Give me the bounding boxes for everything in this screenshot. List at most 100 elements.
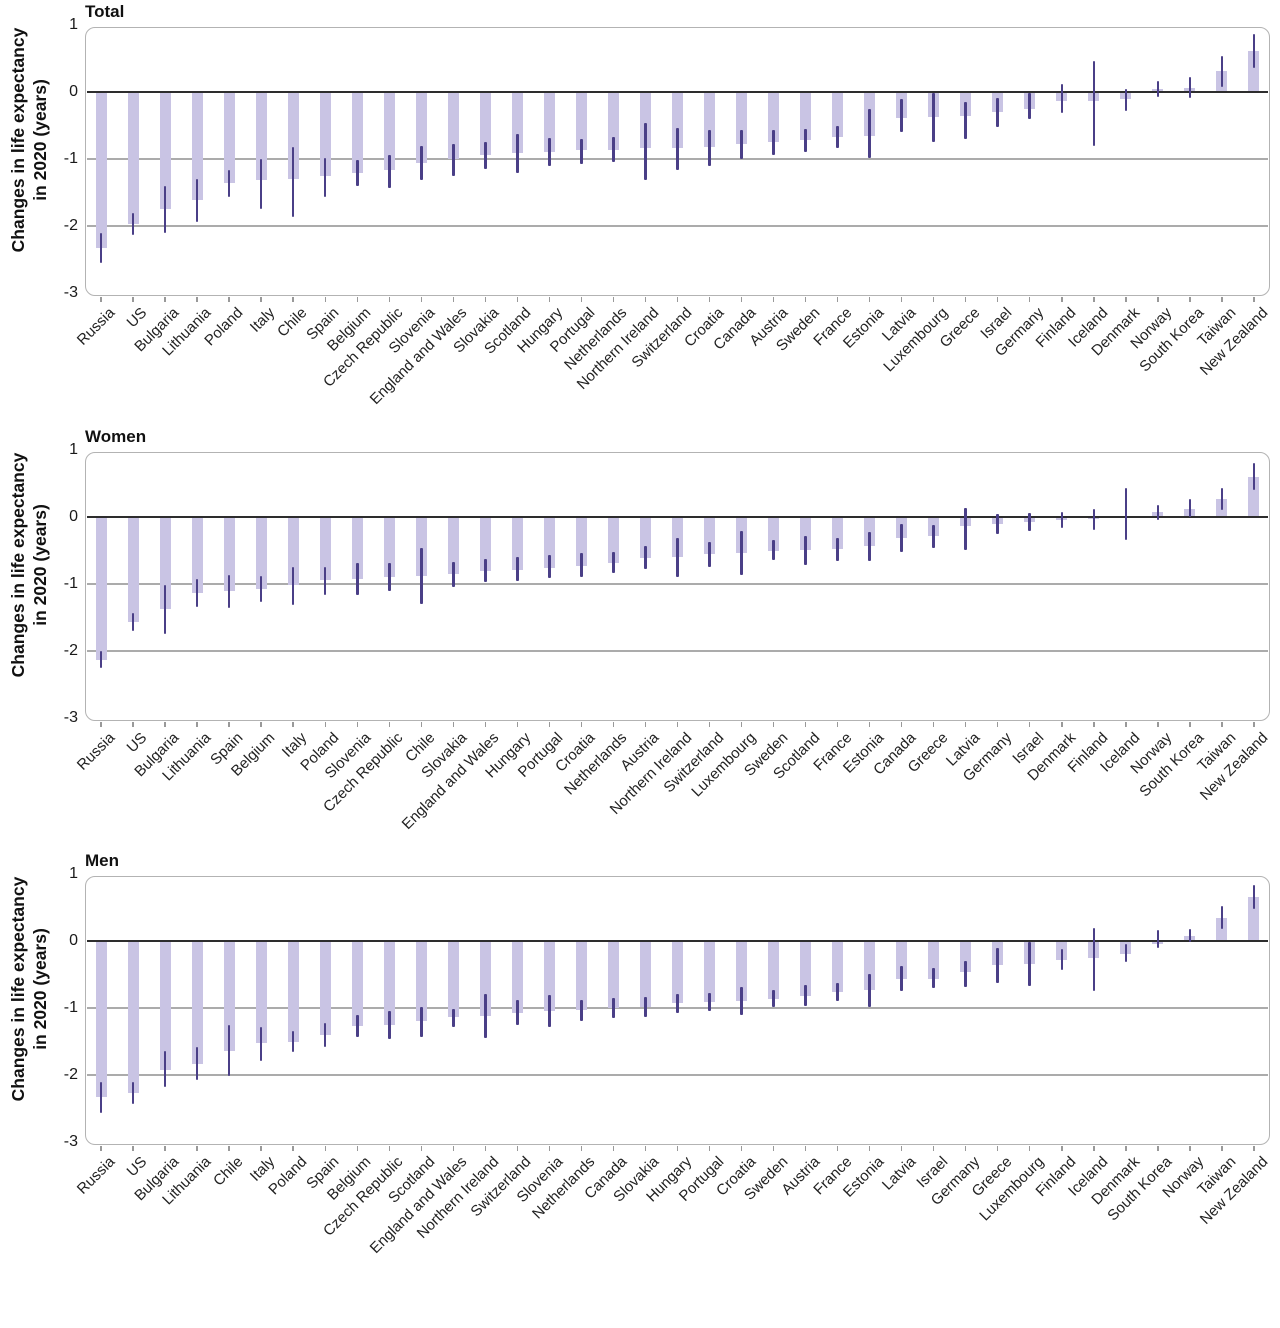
x-tick bbox=[196, 722, 198, 727]
x-tick bbox=[324, 1146, 326, 1151]
bar-new-zealand bbox=[1248, 476, 1260, 517]
bar-belgium bbox=[255, 517, 267, 589]
bar-us bbox=[127, 517, 139, 622]
x-tick bbox=[933, 722, 935, 727]
error-bar bbox=[1188, 498, 1192, 517]
x-tick bbox=[292, 722, 294, 727]
error-bar bbox=[740, 129, 743, 159]
error-bar bbox=[355, 563, 359, 596]
x-tick bbox=[164, 297, 166, 302]
error-bar bbox=[548, 554, 551, 578]
x-tick bbox=[1125, 1146, 1127, 1151]
error-bar bbox=[323, 1023, 327, 1047]
x-tick bbox=[868, 722, 871, 727]
error-bar bbox=[163, 1050, 167, 1088]
bar-northern-ireland bbox=[639, 92, 651, 149]
error-bar bbox=[1092, 60, 1096, 146]
x-tick bbox=[580, 297, 583, 302]
bar-bulgaria bbox=[159, 92, 171, 209]
bar-netherlands bbox=[607, 92, 619, 150]
error-bar bbox=[548, 137, 551, 166]
bar-croatia bbox=[704, 92, 716, 147]
error-bar bbox=[163, 185, 167, 234]
x-tick bbox=[356, 722, 358, 727]
error-bar bbox=[419, 145, 423, 181]
bar-estonia bbox=[864, 941, 876, 990]
bar-russia bbox=[95, 517, 107, 660]
bar-israel bbox=[928, 941, 940, 979]
error-bar bbox=[580, 999, 583, 1021]
error-bar bbox=[804, 985, 807, 1006]
error-bar bbox=[131, 1081, 135, 1104]
bar-lithuania bbox=[191, 941, 203, 1064]
x-tick bbox=[708, 722, 711, 727]
error-bar bbox=[99, 651, 103, 669]
bar-croatia bbox=[736, 941, 748, 1001]
x-tick bbox=[933, 1146, 935, 1151]
x-tick bbox=[836, 722, 839, 727]
bar-poland bbox=[287, 941, 299, 1042]
bar-czech-republic bbox=[383, 517, 395, 578]
x-tick bbox=[164, 1146, 166, 1151]
y-tick-label: -3 bbox=[63, 1133, 78, 1150]
x-tick bbox=[260, 1146, 262, 1151]
x-tick bbox=[484, 1146, 487, 1151]
gridline bbox=[87, 583, 1268, 585]
error-bar bbox=[1060, 949, 1064, 970]
error-bar bbox=[900, 965, 903, 992]
y-tick-label: 0 bbox=[69, 508, 78, 525]
bar-hungary bbox=[672, 941, 683, 1004]
y-tick-label: 1 bbox=[69, 441, 78, 458]
x-tick bbox=[900, 1146, 903, 1151]
bar-slovenia bbox=[415, 92, 427, 164]
x-tick bbox=[388, 297, 390, 302]
error-bar bbox=[387, 154, 391, 188]
x-tick bbox=[164, 722, 166, 727]
bar-slovakia bbox=[447, 517, 459, 574]
x-tick bbox=[516, 722, 519, 727]
y-tick-label: -2 bbox=[63, 1066, 78, 1083]
bar-northern-ireland bbox=[479, 941, 491, 1017]
x-tick bbox=[420, 1146, 422, 1151]
x-tick bbox=[228, 297, 230, 302]
x-tick bbox=[836, 1146, 839, 1151]
bar-slovakia bbox=[479, 92, 491, 155]
error-bar bbox=[1060, 83, 1064, 114]
bar-latvia bbox=[896, 941, 908, 980]
bar-austria bbox=[639, 517, 651, 558]
gridline bbox=[87, 650, 1268, 652]
error-bar bbox=[868, 108, 871, 159]
error-bar bbox=[932, 968, 935, 988]
bar-russia bbox=[95, 941, 107, 1098]
error-bar bbox=[1028, 941, 1032, 986]
error-bar bbox=[516, 999, 519, 1025]
bar-russia bbox=[95, 92, 107, 249]
bar-portugal bbox=[704, 941, 716, 1002]
bar-slovenia bbox=[351, 517, 363, 580]
x-tick bbox=[100, 1146, 102, 1151]
error-bar bbox=[836, 125, 839, 149]
x-tick bbox=[997, 722, 999, 727]
error-bar bbox=[163, 584, 167, 634]
bar-belgium bbox=[351, 941, 363, 1027]
x-tick bbox=[1157, 297, 1159, 302]
x-tick bbox=[420, 722, 422, 727]
error-bar bbox=[932, 525, 935, 549]
bar-sweden bbox=[768, 941, 780, 999]
error-bar bbox=[1220, 56, 1224, 87]
bar-czech-republic bbox=[383, 92, 395, 170]
error-bar bbox=[612, 136, 615, 163]
x-tick bbox=[772, 297, 775, 302]
bar-netherlands bbox=[607, 517, 619, 563]
x-tick bbox=[452, 297, 454, 302]
error-bar bbox=[516, 134, 519, 174]
error-bar bbox=[804, 128, 807, 152]
x-tick bbox=[100, 297, 102, 302]
error-bar bbox=[644, 996, 647, 1018]
error-bar bbox=[387, 563, 391, 592]
y-tick-label: -2 bbox=[63, 642, 78, 659]
bar-hungary bbox=[543, 92, 555, 153]
error-bar bbox=[612, 997, 615, 1019]
error-bar bbox=[772, 129, 775, 155]
error-bar bbox=[996, 948, 1000, 983]
